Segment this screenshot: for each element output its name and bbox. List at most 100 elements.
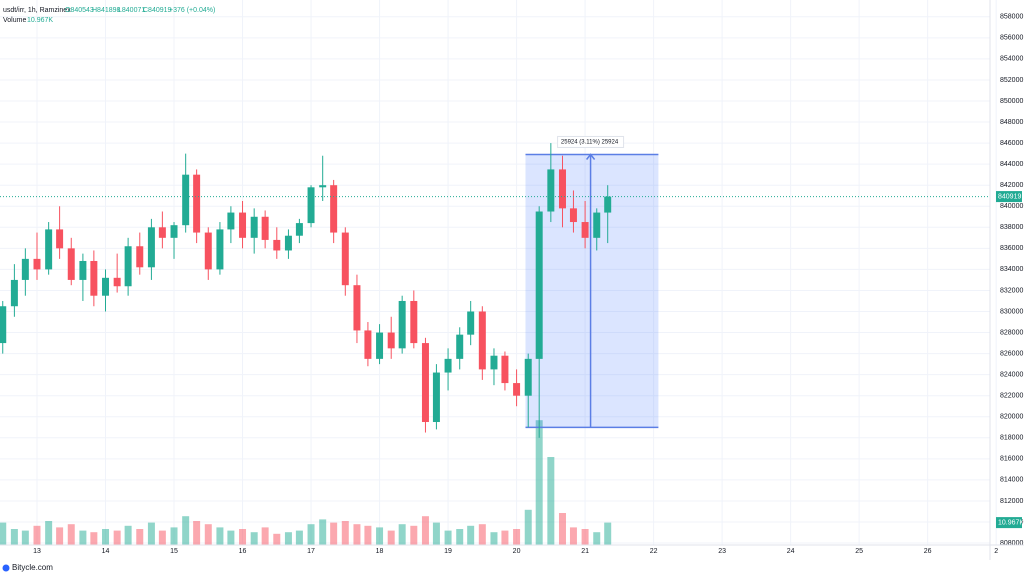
y-tick-label: 814000 — [1000, 477, 1023, 484]
candle-body — [102, 277, 110, 296]
volume-bar — [410, 525, 418, 545]
volume-bar — [478, 524, 486, 545]
candle-body — [239, 212, 247, 238]
volume-bar — [341, 521, 349, 545]
candle-body — [558, 169, 566, 209]
candle-body — [170, 225, 178, 238]
candle-body — [547, 169, 555, 212]
volume-bar — [21, 530, 29, 545]
y-tick-label: 852000 — [1000, 77, 1023, 84]
volume-bar — [113, 530, 121, 545]
volume-bar — [467, 525, 475, 545]
y-tick-label: 822000 — [1000, 393, 1023, 400]
volume-bar — [0, 522, 7, 545]
volume-bar — [456, 529, 464, 545]
candle-body — [67, 248, 75, 280]
volume-bar — [398, 524, 406, 545]
candles — [0, 143, 612, 438]
footer-logo — [2, 564, 10, 572]
candle-body — [410, 300, 418, 344]
candle-body — [33, 258, 41, 270]
candle-body — [193, 174, 201, 233]
candle-body — [341, 232, 349, 286]
candle-body — [581, 222, 589, 238]
volume-bar — [10, 529, 18, 545]
volume-bar — [45, 521, 53, 545]
volume-bar — [227, 530, 235, 545]
candle-body — [124, 246, 132, 287]
volume-bar — [33, 525, 41, 545]
candle-body — [432, 372, 440, 423]
y-tick-label: 846000 — [1000, 140, 1023, 147]
last-price-box — [996, 191, 1022, 203]
measure-tool: 25924 (3.11%) 25924 — [525, 135, 659, 429]
y-tick-label: 858000 — [1000, 14, 1023, 21]
x-tick-label: 22 — [650, 548, 658, 555]
volume-pane — [0, 420, 612, 545]
volume-bar — [284, 532, 292, 545]
y-tick-label: 830000 — [1000, 308, 1023, 315]
volume-bar — [387, 530, 395, 545]
candle-body — [364, 330, 372, 359]
x-tick-label: 18 — [376, 548, 384, 555]
header-change: +376 (+0.04%) — [169, 7, 215, 14]
volume-bar — [124, 525, 132, 545]
volume-bar — [170, 527, 178, 545]
volume-bar — [79, 530, 87, 545]
volume-bar — [490, 532, 498, 545]
footer-text: Bitycle.com — [12, 563, 53, 572]
candle-body — [569, 208, 577, 223]
candle-body — [0, 306, 7, 344]
volume-bar — [444, 530, 452, 545]
candle-body — [535, 211, 543, 359]
volume-bar — [182, 516, 190, 545]
header-symbol: usdt/irr, 1h, Ramzinex — [3, 7, 71, 14]
volume-bar — [330, 522, 338, 545]
header-close: C840919 — [143, 7, 172, 14]
volume-bar — [558, 513, 566, 545]
volume-bar — [239, 529, 247, 545]
candle-body — [490, 355, 498, 370]
volume-bar — [147, 522, 155, 545]
volume-bar — [547, 457, 555, 545]
x-tick-label: 13 — [33, 548, 41, 555]
measure-label: 25924 (3.11%) 25924 — [561, 140, 619, 146]
volume-value: 10.967K — [27, 17, 53, 24]
candle-body — [501, 355, 509, 384]
volume-bar — [67, 524, 75, 545]
y-tick-label: 848000 — [1000, 119, 1023, 126]
x-tick-label: 23 — [718, 548, 726, 555]
volume-bar — [421, 516, 429, 545]
x-tick-label: 17 — [307, 548, 315, 555]
header-open: O840543 — [65, 7, 94, 14]
volume-bar — [102, 529, 110, 545]
candle-body — [227, 212, 235, 230]
y-tick-label: 828000 — [1000, 329, 1023, 336]
candle-body — [353, 285, 361, 331]
volume-bar — [90, 532, 98, 545]
y-tick-label: 812000 — [1000, 498, 1023, 505]
y-tick-label: 850000 — [1000, 98, 1023, 105]
y-tick-label: 832000 — [1000, 287, 1023, 294]
candle-body — [421, 343, 429, 423]
volume-bar — [501, 530, 509, 545]
candle-body — [45, 229, 53, 270]
volume-bar — [593, 532, 601, 545]
y-tick-label: 824000 — [1000, 371, 1023, 378]
candle-body — [182, 174, 190, 226]
y-tick-label: 834000 — [1000, 266, 1023, 273]
measure-arrowhead — [585, 153, 596, 160]
volume-bar — [136, 529, 144, 545]
candle-body — [284, 235, 292, 251]
candle-body — [261, 216, 269, 240]
volume-bar — [432, 522, 440, 545]
volume-bar — [307, 524, 315, 545]
volume-bar — [216, 527, 224, 545]
volume-bar — [193, 521, 201, 545]
volume-bar — [204, 524, 212, 545]
candle-body — [273, 239, 281, 251]
candle-body — [478, 311, 486, 370]
volume-title: Volume — [3, 17, 26, 24]
